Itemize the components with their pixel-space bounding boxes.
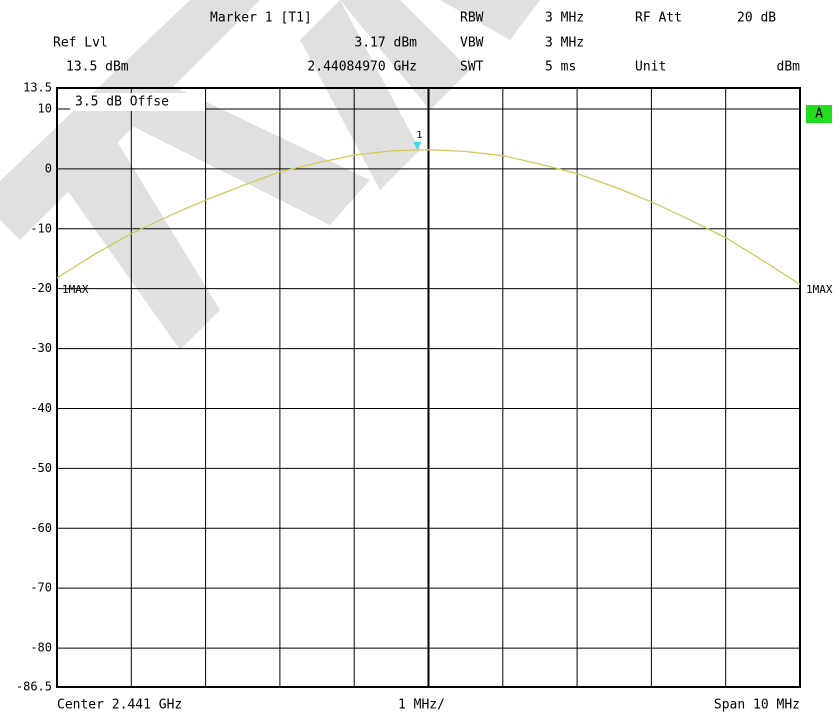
y-tick-label: -80 (30, 641, 52, 655)
y-tick-label: 0 (45, 161, 52, 175)
swt-label: SWT (460, 60, 484, 75)
marker-value: 3.17 dBm (354, 36, 417, 51)
division-label: 1 MHz/ (398, 698, 445, 713)
marker-label: Marker 1 [T1] (210, 11, 312, 26)
watermark-band (120, 80, 370, 225)
watermark-band (300, 0, 420, 190)
marker-symbol (413, 141, 422, 150)
marker-frequency: 2.44084970 GHz (307, 60, 417, 75)
y-tick-label: -10 (30, 221, 52, 235)
y-tick-label: -86.5 (16, 680, 52, 694)
vbw-value: 3 MHz (545, 36, 584, 51)
center-label: Center 2.441 GHz (57, 698, 182, 713)
y-tick-label: -20 (30, 281, 52, 295)
plot-frame (56, 87, 801, 688)
y-tick-label: -40 (30, 401, 52, 415)
offset-annotation: 3.5 dB Offse (75, 95, 169, 110)
rbw-value: 3 MHz (545, 11, 584, 26)
rbw-label: RBW (460, 11, 484, 26)
watermark-band (340, 0, 470, 110)
vbw-label: VBW (460, 36, 484, 51)
ref-lvl-label: Ref Lvl (53, 36, 108, 51)
y-tick-label: -50 (30, 461, 52, 475)
ref-lvl-value: 13.5 dBm (66, 60, 129, 75)
rf-att-value: 20 dB (737, 11, 776, 26)
trace-flag: A (815, 107, 823, 122)
trace-label: 1MAX (806, 283, 833, 296)
span-label: Span 10 MHz (714, 698, 800, 713)
y-tick-label: 13.5 (23, 81, 52, 95)
unit-value: dBm (777, 60, 801, 75)
swt-value: 5 ms (545, 60, 576, 75)
trace-label: 1MAX (62, 283, 89, 296)
y-tick-label: -30 (30, 341, 52, 355)
unit-label: Unit (635, 60, 666, 75)
marker-tag: 1 (416, 130, 422, 141)
watermark-band (60, 130, 220, 350)
trace-flag-box (806, 105, 832, 123)
y-tick-label: 10 (38, 101, 52, 115)
trace (56, 149, 801, 286)
watermark (0, 0, 540, 350)
rf-att-label: RF Att (635, 11, 682, 26)
y-tick-label: -70 (30, 581, 52, 595)
watermark-band (440, 0, 540, 40)
offset-box (70, 93, 205, 111)
y-tick-label: -60 (30, 521, 52, 535)
